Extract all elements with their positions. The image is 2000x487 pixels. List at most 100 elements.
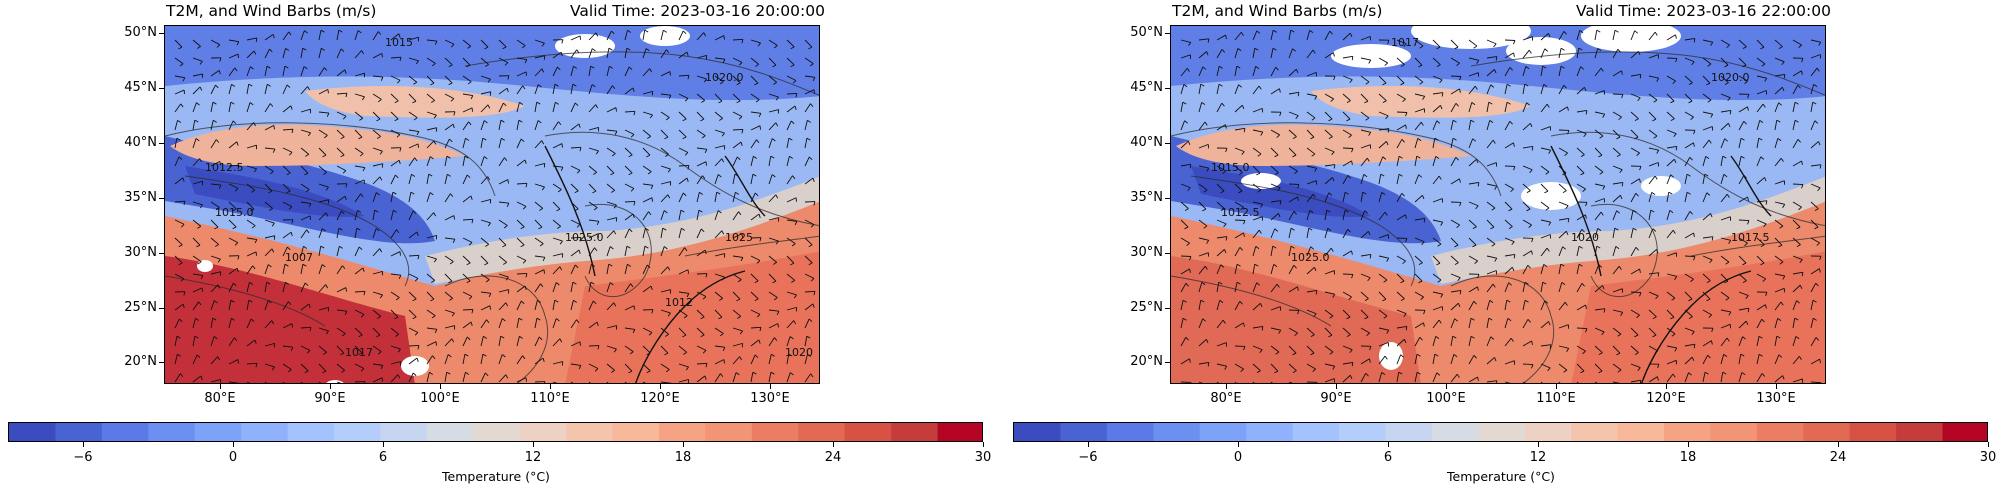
wind-barb: [1360, 291, 1369, 300]
wind-barb: [810, 278, 815, 282]
wind-barb: [390, 273, 401, 276]
wind-barb: [1765, 200, 1768, 205]
wind-barb: [336, 309, 347, 312]
wind-barb: [606, 147, 616, 154]
wind-barb: [663, 29, 667, 33]
colorbar-tick-mark: [1388, 442, 1389, 447]
wind-barb: [1328, 334, 1333, 338]
wind-barb: [606, 264, 610, 275]
wind-barb: [286, 172, 291, 176]
wind-barb: [503, 225, 508, 229]
wind-barb: [250, 208, 255, 212]
wind-barb: [451, 312, 455, 317]
wind-barb: [1306, 193, 1314, 203]
wind-barb: [1344, 191, 1349, 195]
wind-barb: [1689, 156, 1693, 161]
colorbar-swatch: [148, 423, 196, 441]
wind-barb: [1396, 372, 1400, 383]
wind-barb: [732, 372, 737, 383]
wind-barb: [237, 255, 240, 260]
wind-barb: [1540, 48, 1546, 59]
wind-barb: [1684, 75, 1693, 84]
wind-barb: [1738, 237, 1748, 244]
wind-barb: [1598, 154, 1603, 158]
wind-barb: [1450, 289, 1461, 293]
wind-barb: [462, 291, 473, 297]
wind-barb: [339, 245, 343, 249]
wind-barb: [788, 353, 793, 357]
wind-barb: [1331, 151, 1335, 156]
wind-barb: [434, 40, 438, 45]
wind-barb: [1432, 57, 1441, 66]
wind-barb: [570, 282, 574, 293]
wind-barb: [341, 333, 346, 337]
wind-barb: [1548, 33, 1551, 38]
wind-barb: [595, 32, 599, 37]
wind-barb: [1468, 138, 1474, 149]
wind-barb: [696, 32, 705, 41]
wind-barb: [1819, 256, 1822, 261]
wind-barb: [1288, 48, 1294, 59]
wind-barb: [228, 267, 238, 275]
wind-barb: [466, 64, 471, 68]
wind-barb: [524, 59, 528, 64]
wind-barb: [1797, 84, 1801, 89]
wind-barb: [1522, 300, 1526, 311]
wind-barb: [1684, 211, 1691, 221]
wind-barb: [1774, 375, 1783, 383]
wind-barb: [1620, 312, 1624, 316]
wind-barb: [755, 63, 759, 67]
wind-barb: [1418, 262, 1423, 266]
wind-barb: [732, 174, 736, 185]
wind-barb: [1666, 229, 1674, 239]
wind-barb: [282, 301, 289, 311]
wind-barb: [396, 229, 400, 234]
colorbar-swatch: [194, 423, 242, 441]
wind-barb: [790, 64, 795, 68]
wind-barb: [1252, 345, 1263, 351]
wind-barb: [1324, 291, 1335, 295]
wind-barb: [1782, 275, 1786, 280]
wind-barb: [1396, 354, 1402, 365]
wind-barb: [1432, 92, 1443, 95]
wind-barb: [372, 129, 381, 137]
wind-barb: [773, 297, 778, 301]
wind-barb: [1360, 230, 1369, 239]
wind-barb: [1540, 363, 1551, 369]
wind-barb: [699, 191, 703, 195]
wind-barb: [588, 219, 599, 222]
wind-barb: [1274, 172, 1279, 176]
wind-barb: [1396, 57, 1405, 65]
wind-barb: [750, 174, 754, 185]
wind-barb: [1436, 262, 1441, 266]
wind-barb: [1810, 282, 1817, 293]
wind-barb: [786, 175, 793, 185]
wind-barb: [1522, 319, 1529, 329]
wind-barb: [1672, 229, 1676, 234]
wind-barb: [768, 75, 777, 83]
wind-barb: [628, 370, 633, 374]
lat-tick-mark: [159, 33, 164, 34]
wind-barb: [738, 211, 742, 216]
wind-barb: [540, 283, 544, 288]
wind-barb: [390, 309, 399, 318]
wind-barb: [538, 226, 543, 230]
wind-barb: [720, 373, 724, 378]
wind-barb: [759, 237, 762, 242]
wind-barb: [1594, 147, 1603, 156]
wind-barb: [1720, 216, 1731, 221]
wind-barb: [462, 107, 473, 113]
wind-barb: [1684, 57, 1695, 63]
wind-barb: [786, 372, 791, 383]
wind-barb: [1288, 30, 1292, 41]
snow-patch: [401, 356, 429, 376]
wind-barb: [1596, 29, 1601, 33]
isobar-contour: [1590, 204, 1658, 298]
wind-barb: [217, 258, 221, 263]
wind-barb: [595, 104, 599, 109]
wind-barb: [336, 246, 340, 257]
wind-barb: [360, 314, 365, 318]
wind-barb: [1324, 345, 1334, 353]
wind-barb: [1652, 316, 1657, 320]
wind-barb: [246, 251, 257, 257]
